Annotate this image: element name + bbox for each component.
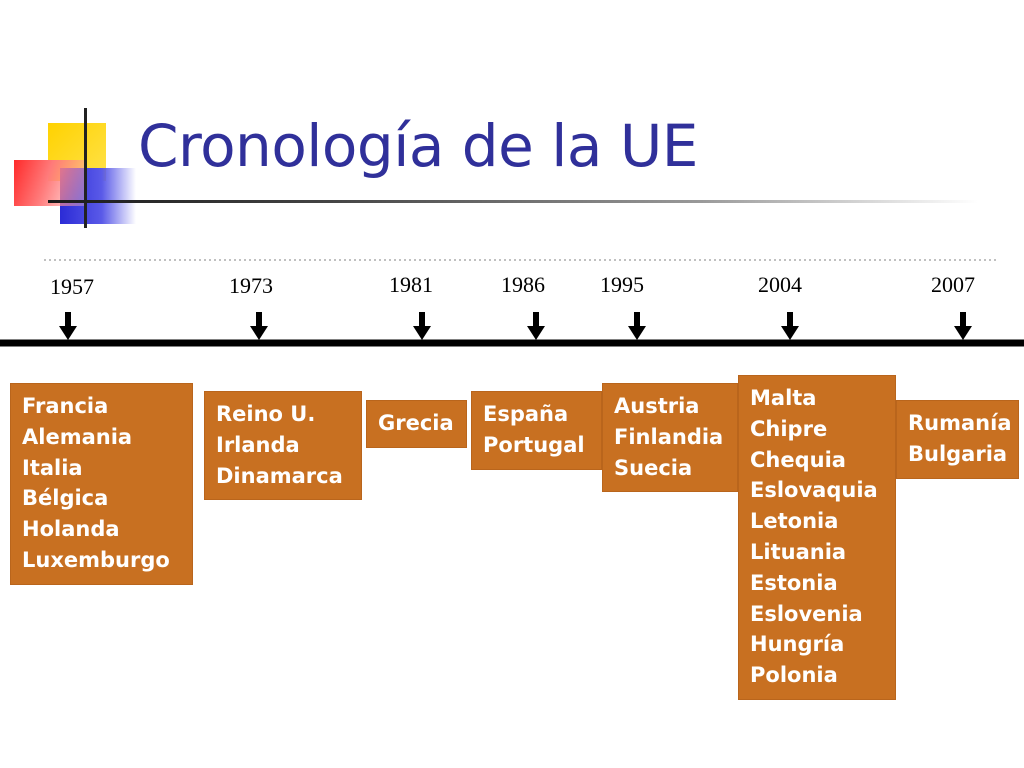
country-name: Portugal bbox=[483, 432, 585, 457]
country-name: Polonia bbox=[750, 663, 838, 688]
country-name: Chequia bbox=[750, 447, 846, 472]
countries-box-1995: Austria Finlandia Suecia bbox=[602, 383, 738, 493]
countries-box-2004: Malta Chipre Chequia Eslovaquia Letonia Litua… bbox=[738, 375, 896, 700]
country-name: Eslovaquia bbox=[750, 478, 878, 503]
arrow-head-1995 bbox=[628, 326, 646, 340]
arrow-shaft-1957 bbox=[65, 312, 71, 328]
arrow-head-1957 bbox=[59, 326, 77, 340]
country-name: Suecia bbox=[614, 455, 693, 480]
countries-box-1986: España Portugal bbox=[471, 391, 602, 470]
year-label-1957: 1957 bbox=[50, 274, 94, 299]
country-name: Holanda bbox=[22, 517, 120, 542]
year-label-1986: 1986 bbox=[501, 272, 545, 297]
country-name: Francia bbox=[22, 394, 109, 418]
country-name: Hungría bbox=[750, 632, 845, 657]
country-name: Italia bbox=[22, 455, 83, 480]
countries-box-1957: Francia Alemania Italia Bélgica Holanda Luxem… bbox=[10, 383, 193, 585]
arrow-shaft-1986 bbox=[533, 312, 539, 328]
country-name: Reino U. bbox=[216, 402, 316, 426]
country-name: España bbox=[483, 402, 569, 426]
arrow-shaft-1981 bbox=[419, 312, 425, 328]
country-name: Bélgica bbox=[22, 486, 109, 511]
country-name: Malta bbox=[750, 386, 817, 410]
year-label-1973: 1973 bbox=[229, 273, 273, 298]
country-name: Austria bbox=[614, 394, 700, 418]
arrow-shaft-1973 bbox=[256, 312, 262, 328]
countries-box-2007: Rumanía Bulgaria bbox=[896, 400, 1019, 479]
country-name: Finlandia bbox=[614, 424, 724, 449]
country-name: Letonia bbox=[750, 509, 839, 534]
arrow-shaft-2004 bbox=[787, 312, 793, 328]
year-label-2004: 2004 bbox=[758, 272, 802, 297]
year-label-1995: 1995 bbox=[600, 272, 644, 297]
arrow-shaft-2007 bbox=[960, 312, 966, 328]
country-name: Irlanda bbox=[216, 432, 300, 457]
arrow-head-2004 bbox=[781, 326, 799, 340]
arrow-shaft-1995 bbox=[634, 312, 640, 328]
country-name: Luxemburgo bbox=[22, 547, 170, 572]
year-label-2007: 2007 bbox=[931, 272, 975, 297]
country-name: Rumanía bbox=[908, 411, 1012, 435]
arrow-head-2007 bbox=[954, 326, 972, 340]
country-name: Eslovenia bbox=[750, 601, 863, 626]
country-name: Estonia bbox=[750, 570, 838, 595]
country-name: Lituania bbox=[750, 539, 847, 564]
country-name: Alemania bbox=[22, 424, 133, 449]
countries-box-1973: Reino U. Irlanda Dinamarca bbox=[204, 391, 362, 501]
slide-title: Cronología de la UE bbox=[138, 112, 698, 180]
countries-box-1981: Grecia bbox=[366, 400, 467, 448]
country-name: Grecia bbox=[378, 411, 454, 435]
country-name: Dinamarca bbox=[216, 463, 343, 488]
arrow-head-1981 bbox=[413, 326, 431, 340]
logo-vertical-line bbox=[84, 108, 87, 228]
arrow-head-1986 bbox=[527, 326, 545, 340]
arrow-head-1973 bbox=[250, 326, 268, 340]
country-name: Chipre bbox=[750, 416, 828, 441]
country-name: Bulgaria bbox=[908, 441, 1008, 466]
year-label-1981: 1981 bbox=[389, 272, 433, 297]
logo-red-square bbox=[14, 160, 84, 206]
title-underline bbox=[48, 200, 978, 203]
